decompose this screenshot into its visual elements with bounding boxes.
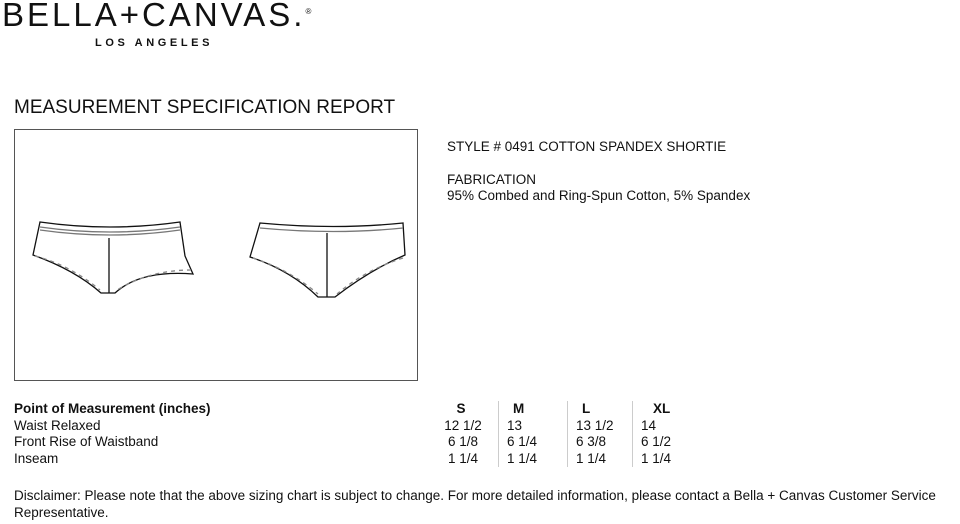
- value-m: 6 1/4: [498, 434, 568, 451]
- value-l: 6 3/8: [567, 434, 633, 451]
- table-row: Inseam 1 1/4 1 1/4 1 1/4 1 1/4: [14, 450, 717, 467]
- header-size-s: S: [456, 401, 466, 416]
- brand-logo: BELLA+CANVAS.®: [2, 0, 312, 33]
- back-view-sketch: [249, 222, 406, 298]
- value-s: 6 1/8: [447, 434, 479, 449]
- fabrication-value: 95% Combed and Ring-Spun Cotton, 5% Span…: [447, 188, 751, 203]
- table-row: Waist Relaxed 12 1/2 13 13 1/2 14: [14, 417, 717, 434]
- fabrication-label: FABRICATION: [447, 172, 537, 187]
- value-l: 13 1/2: [567, 417, 633, 434]
- shortie-flat-sketch: [32, 221, 406, 298]
- value-xl: 6 1/2: [632, 434, 717, 451]
- header-point-of-measurement: Point of Measurement (inches): [14, 401, 211, 416]
- header-size-l: L: [567, 401, 633, 418]
- value-xl: 1 1/4: [632, 450, 717, 467]
- table-row: Front Rise of Waistband 6 1/8 6 1/4 6 3/…: [14, 434, 717, 451]
- disclaimer: Disclaimer: Please note that the above s…: [14, 488, 936, 520]
- page-title: MEASUREMENT SPECIFICATION REPORT: [14, 97, 396, 118]
- value-s: 1 1/4: [447, 450, 479, 466]
- value-s: 12 1/2: [444, 417, 482, 433]
- table-header-row: Point of Measurement (inches) S M L XL: [14, 401, 717, 418]
- garment-illustration-frame: [14, 129, 418, 381]
- row-label: Waist Relaxed: [14, 417, 101, 433]
- style-number: STYLE # 0491 COTTON SPANDEX SHORTIE: [447, 139, 727, 154]
- value-m: 13: [498, 417, 568, 434]
- brand-location: LOS ANGELES: [95, 37, 214, 49]
- value-l: 1 1/4: [567, 450, 633, 467]
- header-size-xl: XL: [632, 401, 717, 418]
- row-label: Front Rise of Waistband: [14, 434, 159, 449]
- row-label: Inseam: [14, 450, 59, 466]
- measurement-table: Point of Measurement (inches) S M L XL W…: [14, 401, 717, 467]
- value-m: 1 1/4: [498, 450, 568, 467]
- header-size-m: M: [498, 401, 568, 418]
- value-xl: 14: [632, 417, 717, 434]
- front-view-sketch: [32, 221, 195, 294]
